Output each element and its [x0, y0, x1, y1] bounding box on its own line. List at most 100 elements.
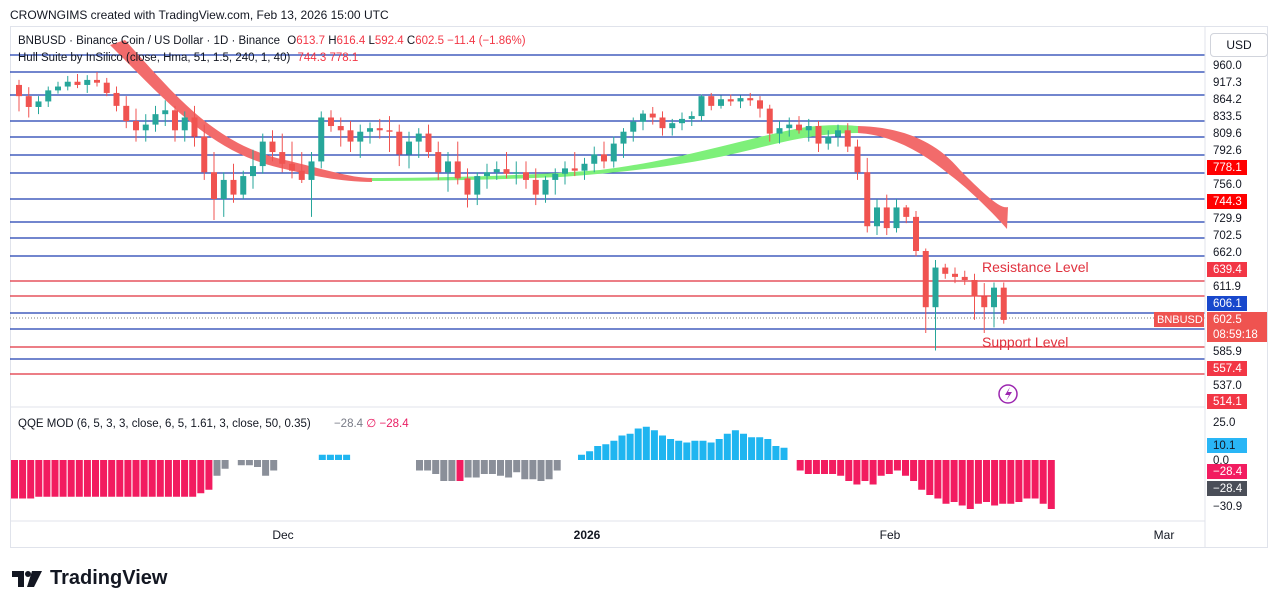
candle-body [737, 98, 744, 102]
hull-legend: Hull Suite by InSilico (close, Hma, 51, … [18, 52, 358, 64]
qqe-bar [213, 460, 221, 476]
candle [718, 95, 724, 109]
change-value: −11.4 (−1.86%) [447, 35, 526, 47]
qqe-bar [11, 460, 18, 499]
qqe-bar [27, 460, 35, 499]
candle-body [571, 168, 578, 171]
price-tick-label: 756.0 [1213, 179, 1242, 191]
hull-ribbon-red-2 [858, 126, 1008, 229]
qqe-bar [715, 439, 723, 460]
price-tick-label: 702.5 [1213, 230, 1242, 242]
candle [386, 116, 393, 153]
candle [679, 112, 685, 131]
candle [367, 122, 373, 144]
candle-body [201, 136, 208, 173]
time-tick-label: Feb [880, 528, 901, 542]
candle-body [123, 105, 130, 122]
hull-ribbon-red-1 [110, 40, 372, 182]
candle [815, 121, 822, 153]
candle-body [669, 123, 676, 129]
price-tick-label: 611.9 [1213, 281, 1241, 293]
candle-body [659, 117, 666, 129]
candle [191, 105, 198, 147]
candle-body [649, 113, 656, 118]
candle-body [45, 90, 52, 102]
candle [591, 146, 598, 173]
close-value: 602.5 [415, 35, 444, 47]
candle-body [220, 179, 227, 199]
qqe-bar [1047, 460, 1055, 509]
qqe-bar [456, 460, 464, 481]
candle [328, 110, 334, 132]
candle-body [162, 110, 169, 115]
candle-body [181, 117, 188, 131]
candle-body [581, 163, 588, 171]
candle [913, 210, 919, 257]
time-tick-label: Dec [272, 528, 293, 542]
hull-value-2: 778.1 [329, 52, 359, 64]
qqe-bar [472, 460, 480, 478]
candle [318, 111, 325, 169]
price-tick-label: 917.3 [1213, 77, 1242, 89]
currency-selector[interactable]: USD [1210, 33, 1268, 57]
candle-body [230, 179, 237, 195]
qqe-bar [893, 460, 901, 471]
high-label: H [328, 35, 337, 47]
candle-body [913, 216, 919, 251]
candle [16, 79, 22, 112]
candle [337, 117, 344, 147]
candle-body [435, 152, 442, 173]
qqe-bar [432, 460, 440, 474]
candle [347, 121, 354, 153]
price-tick-label: 537.0 [1213, 380, 1242, 392]
qqe-bar [189, 460, 197, 497]
candle [571, 152, 578, 177]
high-value: 616.4 [336, 35, 366, 47]
price-marker-bg [1207, 194, 1247, 209]
qqe-bar [853, 460, 861, 485]
qqe-bar [748, 437, 756, 460]
qqe-bar [19, 460, 27, 499]
candle [669, 118, 676, 136]
qqe-bar [642, 426, 650, 460]
candle [766, 104, 773, 142]
qqe-bar [529, 460, 537, 480]
candle-body [796, 124, 802, 131]
qqe-bar [100, 460, 108, 497]
candle [757, 96, 763, 118]
qqe-bar [772, 446, 780, 460]
candle [172, 105, 178, 142]
candle-body [172, 110, 178, 131]
candle-body [318, 117, 325, 162]
candle [25, 87, 32, 118]
candle [786, 117, 793, 137]
qqe-bar [553, 460, 561, 471]
qqe-bar [950, 460, 958, 502]
candle-body [55, 86, 61, 91]
candle [113, 86, 120, 112]
candle [630, 117, 637, 142]
candle-body [25, 96, 32, 107]
qqe-bar [416, 460, 423, 471]
candle-body [922, 251, 929, 308]
candle-body [942, 267, 949, 274]
qqe-bar [545, 460, 553, 480]
qqe-marker-label: −28.4 [1213, 483, 1243, 495]
candle [269, 130, 276, 162]
candle-body [893, 207, 900, 229]
candle [220, 172, 227, 217]
candle-body [250, 166, 256, 177]
candle-body [113, 92, 120, 106]
price-tick-label: 833.5 [1213, 111, 1242, 123]
qqe-bar [958, 460, 966, 506]
candle [259, 133, 266, 174]
candle [503, 152, 510, 179]
candle-body [981, 296, 988, 308]
candle-body [991, 287, 997, 308]
alert-icon[interactable] [998, 384, 1018, 404]
horizontal-levels [10, 26, 1206, 548]
qqe-bar [877, 460, 885, 476]
candle [893, 198, 900, 233]
qqe-marker-bg [1207, 464, 1247, 479]
